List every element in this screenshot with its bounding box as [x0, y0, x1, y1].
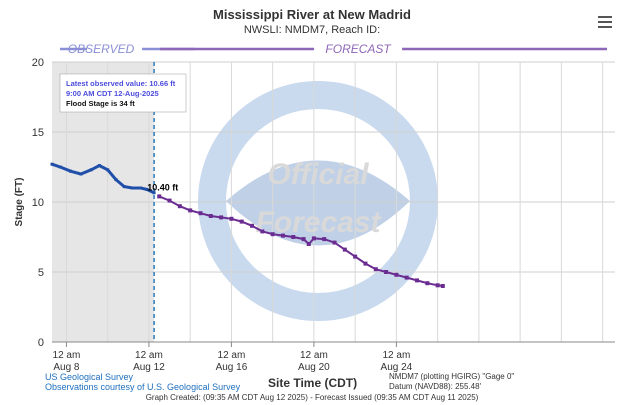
forecast-point [425, 281, 430, 286]
forecast-band-label: FORECAST [325, 42, 392, 56]
observed-point [79, 172, 83, 176]
observed-point [130, 186, 134, 190]
y-axis: 0 5 10 15 20 [32, 57, 44, 349]
forecast-point [198, 211, 203, 216]
observed-series-points [50, 162, 156, 195]
x-tick-label-date: Aug 8 [53, 362, 80, 373]
forecast-point [188, 208, 193, 213]
datum-value: Datum (NAVD88): 255.48' [389, 382, 482, 391]
forecast-point [332, 240, 337, 245]
y-tick-label: 10 [32, 197, 44, 209]
x-tick-label-date: Aug 20 [298, 362, 330, 373]
period-bands: OBSERVED FORECAST [60, 42, 607, 56]
observed-point [139, 186, 143, 190]
observed-point [89, 168, 93, 172]
observed-point [58, 165, 62, 169]
gage-info: NMDM7 (plotting HGIRG) "Gage 0" [389, 372, 515, 381]
forecast-point [239, 219, 244, 224]
chart-subtitle: NWSLI: NMDM7, Reach ID: [243, 24, 381, 36]
x-tick-label-date: Aug 16 [216, 362, 248, 373]
y-tick-label: 20 [32, 57, 44, 69]
forecast-point [384, 270, 389, 274]
forecast-point [157, 194, 162, 199]
y-tick-label: 5 [38, 267, 44, 279]
forecast-point [415, 278, 420, 283]
forecast-point [342, 247, 347, 252]
svg-text:Forecast: Forecast [255, 206, 382, 239]
latest-value-annotation: 10.40 ft [147, 182, 178, 192]
chart-title: Mississippi River at New Madrid [213, 7, 411, 22]
forecast-point [322, 237, 327, 242]
forecast-point [404, 275, 409, 280]
forecast-point [208, 214, 213, 218]
x-tick-label-date: Aug 12 [133, 362, 165, 373]
latest-observed-time: 9:00 AM CDT 12-Aug-2025 [66, 89, 159, 98]
observed-point [145, 187, 149, 191]
latest-observed-value: Latest observed value: 10.66 ft [66, 79, 176, 88]
svg-text:Official: Official [267, 158, 369, 191]
forecast-point [394, 272, 399, 277]
forecast-point [373, 267, 378, 272]
forecast-point [167, 198, 172, 203]
y-tick-label: 0 [38, 337, 44, 349]
observed-point [69, 169, 73, 173]
forecast-point [280, 233, 285, 238]
forecast-point [435, 283, 440, 288]
x-tick-label-time: 12 am [383, 350, 411, 361]
observed-point [97, 164, 101, 168]
x-tick-label-time: 12 am [300, 350, 328, 361]
x-axis-title: Site Time (CDT) [268, 376, 358, 390]
noaa-watermark: Official Forecast [198, 81, 438, 321]
x-tick-label-time: 12 am [218, 350, 246, 361]
x-tick-label-time: 12 am [135, 350, 163, 361]
observed-point [152, 191, 156, 195]
y-axis-title: Stage (FT) [14, 178, 25, 227]
forecast-point [353, 254, 358, 259]
data-source-credit: US Geological Survey Observations courte… [45, 372, 240, 392]
flood-stage-text: Flood Stage is 34 ft [66, 99, 135, 108]
x-tick-label-time: 12 am [53, 350, 81, 361]
forecast-point [260, 229, 265, 234]
forecast-point [177, 204, 182, 209]
usgs-link[interactable]: US Geological Survey [45, 372, 134, 382]
observed-point [114, 178, 118, 182]
observations-credit: Observations courtesy of U.S. Geological… [45, 382, 241, 392]
forecast-point [229, 216, 234, 221]
observed-point [50, 162, 54, 166]
forecast-series-points [157, 194, 445, 288]
forecast-point [270, 232, 275, 237]
hamburger-menu-icon[interactable] [598, 16, 612, 28]
graph-created-info: Graph Created: (09:35 AM CDT Aug 12 2025… [145, 393, 479, 402]
y-tick-label: 15 [32, 127, 44, 139]
datum-info: NMDM7 (plotting HGIRG) "Gage 0" Datum (N… [389, 372, 514, 392]
forecast-point [291, 235, 296, 239]
observed-point [122, 185, 126, 189]
forecast-point [440, 284, 445, 288]
info-box: Latest observed value: 10.66 ft 9:00 AM … [59, 73, 187, 113]
observed-band-label: OBSERVED [68, 42, 135, 56]
forecast-point [311, 236, 316, 241]
forecast-point [306, 242, 311, 246]
forecast-point [219, 215, 224, 220]
observed-point [106, 168, 110, 172]
forecast-point [363, 261, 368, 266]
forecast-point [301, 237, 306, 242]
x-tick-label-date: Aug 24 [381, 362, 413, 373]
forecast-point [250, 223, 255, 228]
